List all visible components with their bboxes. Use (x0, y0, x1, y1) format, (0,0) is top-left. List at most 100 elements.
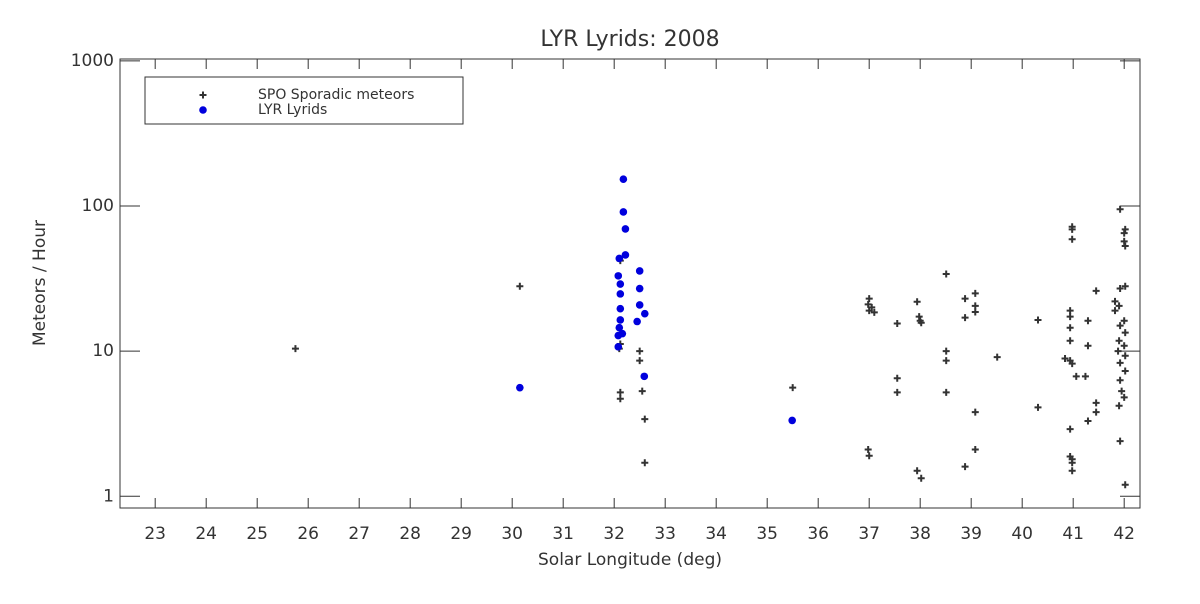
y-tick-label: 100 (82, 196, 114, 216)
point (640, 372, 649, 381)
point (893, 374, 901, 382)
point (1116, 322, 1124, 330)
point (993, 353, 1001, 361)
point (516, 383, 524, 392)
point (971, 408, 979, 416)
point (635, 267, 644, 275)
x-tick-label: 30 (501, 524, 523, 544)
point (1118, 387, 1126, 395)
x-tick-label: 31 (552, 524, 574, 544)
point (1121, 225, 1129, 233)
x-tick-label: 32 (603, 524, 625, 544)
point (1114, 347, 1122, 355)
point (961, 463, 969, 471)
point (961, 314, 969, 322)
point (1121, 367, 1129, 375)
x-tick-label: 35 (756, 524, 778, 544)
point (1116, 376, 1124, 384)
x-tick-label: 26 (297, 524, 319, 544)
point (1120, 237, 1128, 245)
point (971, 308, 979, 316)
point (913, 467, 921, 475)
point (913, 298, 921, 306)
point (1121, 282, 1129, 290)
legend-label: SPO Sporadic meteors (258, 87, 414, 103)
point (1121, 242, 1129, 250)
point (1120, 229, 1128, 237)
point (641, 415, 649, 423)
x-tick-label: 33 (654, 524, 676, 544)
point (971, 289, 979, 297)
point (915, 313, 923, 321)
point (1120, 342, 1128, 350)
point (1115, 302, 1123, 310)
point (1068, 223, 1076, 231)
point (870, 308, 878, 316)
point (1115, 402, 1123, 410)
point (942, 357, 950, 365)
point (1116, 437, 1124, 445)
point (1111, 307, 1119, 315)
legend-label: LYR Lyrids (258, 102, 327, 118)
point (619, 175, 628, 183)
point (614, 331, 623, 340)
point (893, 388, 901, 396)
point (917, 319, 925, 327)
point (1072, 372, 1080, 380)
point (1084, 342, 1092, 350)
x-tick-label: 25 (246, 524, 268, 544)
point (621, 251, 630, 259)
point (636, 357, 644, 365)
point (865, 452, 873, 460)
point (961, 295, 969, 303)
point (1092, 287, 1100, 295)
point (619, 208, 628, 216)
legend-box (144, 76, 464, 125)
point (616, 280, 625, 288)
point (1121, 481, 1129, 489)
point (864, 445, 872, 453)
point (1092, 399, 1100, 407)
point (1121, 329, 1129, 337)
x-tick-label: 27 (348, 524, 370, 544)
legend-marker (199, 91, 207, 99)
x-tick-label: 28 (399, 524, 421, 544)
x-tick-label: 24 (195, 524, 217, 544)
point (865, 295, 873, 303)
x-tick-label: 34 (705, 524, 727, 544)
point (1120, 317, 1128, 325)
point (1111, 297, 1119, 305)
legend-marker (199, 106, 207, 114)
x-tick-label: 37 (858, 524, 880, 544)
x-tick-label: 36 (807, 524, 829, 544)
point (615, 323, 624, 332)
point (864, 300, 872, 308)
point (1084, 417, 1092, 425)
point (636, 347, 644, 355)
point (789, 384, 797, 392)
point (638, 387, 646, 395)
point (942, 347, 950, 355)
y-axis-label: Meteors / Hour (30, 220, 50, 346)
point (1081, 372, 1089, 380)
y-tick-label: 10 (92, 341, 114, 361)
point (1121, 352, 1129, 360)
point (640, 309, 649, 318)
x-tick-label: 40 (1011, 524, 1033, 544)
point (1066, 313, 1074, 321)
point (1120, 393, 1128, 401)
point (1068, 235, 1076, 243)
point (641, 459, 649, 467)
point (917, 474, 925, 482)
point (616, 316, 625, 324)
point (616, 304, 625, 313)
point (1066, 307, 1074, 315)
point (1068, 467, 1076, 475)
point (865, 307, 873, 315)
point (1068, 360, 1076, 368)
x-axis-label: Solar Longitude (deg) (538, 550, 722, 570)
point (1116, 359, 1124, 367)
x-tick-label: 38 (909, 524, 931, 544)
point (1066, 337, 1074, 345)
